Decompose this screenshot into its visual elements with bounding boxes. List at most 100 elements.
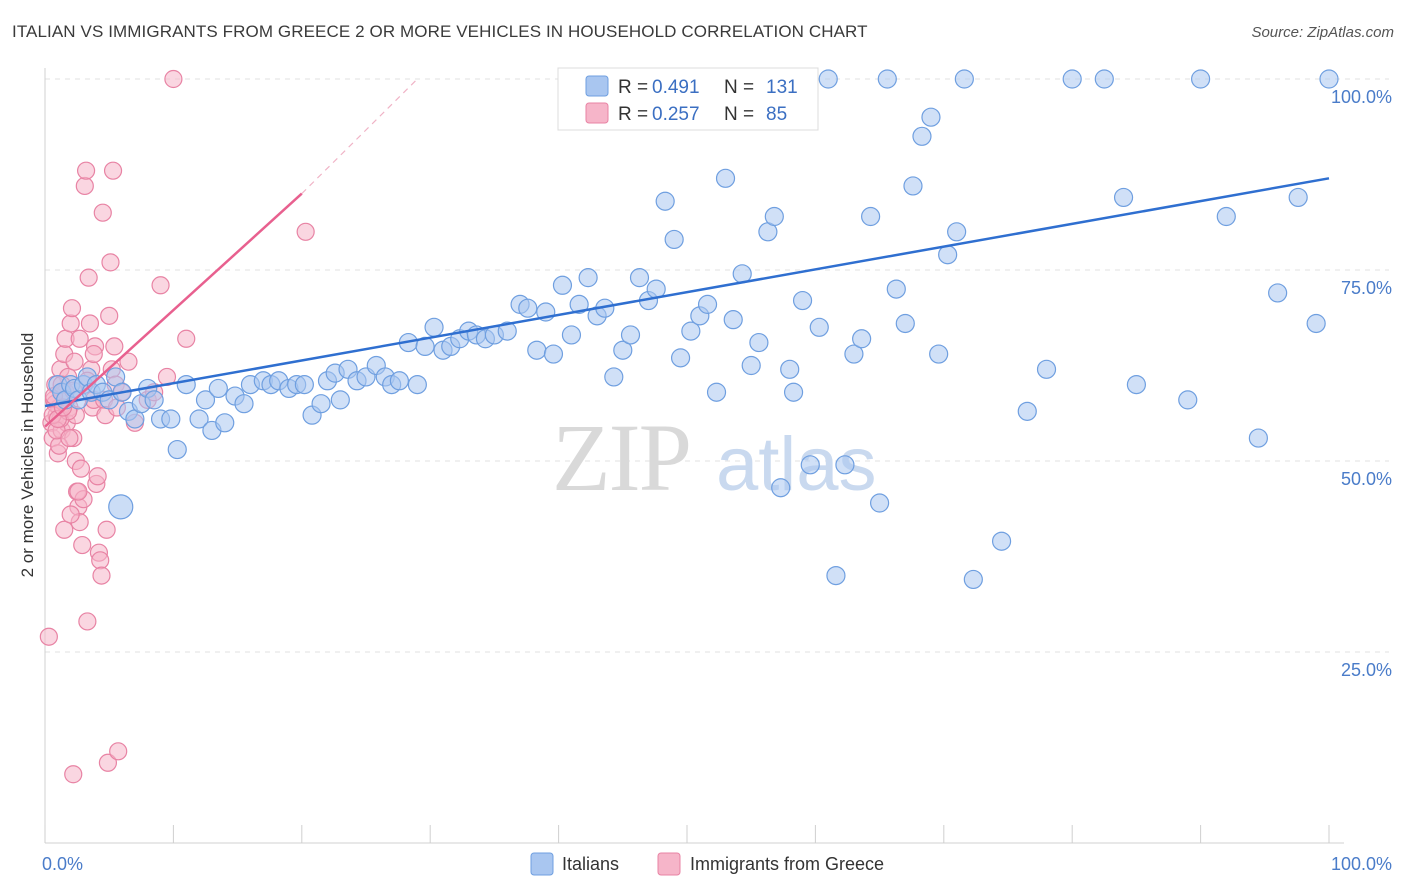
- tick-labels: 25.0% 50.0% 75.0% 100.0% 0.0% 100.0%: [42, 87, 1392, 874]
- italians-point-80: [670, 348, 691, 368]
- italians-point-78: [655, 191, 675, 211]
- italians-point-24: [195, 390, 216, 410]
- greece-point-49: [103, 161, 123, 180]
- italians-point-22: [176, 375, 196, 395]
- italians-point-67: [561, 325, 582, 345]
- y-tick-label-100: 100.0%: [1331, 87, 1392, 107]
- greece-point-27: [75, 176, 94, 196]
- greece-trend-extension: [301, 78, 418, 195]
- series-greece-points: [39, 69, 315, 784]
- italians-point-126: [1248, 428, 1268, 448]
- italians-point-68: [569, 294, 589, 314]
- italians-point-91: [764, 206, 784, 227]
- italians-point-127: [1268, 283, 1288, 303]
- italians-point-75: [629, 268, 650, 288]
- legend-label-italians: Italians: [562, 854, 619, 874]
- greece-point-62: [177, 329, 196, 348]
- y-tick-label-75: 75.0%: [1341, 278, 1392, 298]
- italians-point-94: [783, 382, 804, 402]
- italians-point-120: [1094, 69, 1114, 89]
- greece-point-59: [151, 276, 170, 295]
- greece-point-47: [101, 253, 120, 272]
- italians-point-112: [938, 245, 958, 265]
- italians-point-81: [681, 321, 701, 341]
- italians-point-27: [215, 413, 235, 433]
- greece-point-41: [93, 203, 112, 222]
- italians-point-29: [234, 394, 254, 414]
- greece-point-39: [91, 551, 110, 570]
- greece-point-74: [84, 344, 103, 364]
- italians-trend-line: [44, 177, 1330, 408]
- trend-lines: [44, 78, 1330, 428]
- greece-point-40: [92, 566, 111, 585]
- italians-point-89: [749, 332, 769, 353]
- italians-point-115: [963, 569, 983, 590]
- greece-point-46: [100, 306, 119, 325]
- italians-point-41: [330, 390, 350, 410]
- legend-label-greece: Immigrants from Greece: [690, 854, 884, 874]
- italians-point-66: [552, 275, 573, 295]
- italians-point-116: [991, 531, 1012, 551]
- greece-point-25: [73, 535, 92, 555]
- chart-title: ITALIAN VS IMMIGRANTS FROM GREECE 2 OR M…: [12, 22, 868, 41]
- italians-point-95: [792, 290, 813, 311]
- stats-r-label-greece: R =: [618, 104, 648, 125]
- stats-swatch-italians: [585, 75, 609, 97]
- greece-point-75: [55, 520, 74, 539]
- italians-point-102: [852, 329, 872, 349]
- greece-point-19: [65, 352, 84, 371]
- italians-point-125: [1216, 206, 1236, 227]
- source-credit: Source: ZipAtlas.com: [1251, 24, 1394, 41]
- italians-point-119: [1062, 69, 1082, 89]
- greece-point-31: [80, 314, 100, 333]
- greece-point-16: [61, 314, 80, 333]
- italians-point-122: [1126, 375, 1147, 395]
- greece-point-29: [78, 612, 97, 631]
- greece-point-44: [97, 520, 116, 539]
- greece-point-53: [109, 742, 128, 761]
- legend: Italians Immigrants from Greece: [530, 852, 884, 876]
- italians-point-110: [921, 107, 941, 127]
- italians-point-63: [527, 340, 547, 360]
- italians-point-113: [947, 222, 967, 242]
- italians-point-103: [861, 206, 881, 227]
- greece-point-30: [79, 268, 98, 287]
- y-tick-label-25: 25.0%: [1341, 660, 1392, 680]
- italians-point-130: [1288, 187, 1308, 208]
- greece-point-28: [76, 161, 96, 180]
- italians-point-86: [723, 310, 743, 330]
- italians-point-48: [389, 371, 409, 391]
- italians-point-74: [620, 325, 641, 345]
- greece-point-17: [62, 299, 82, 318]
- greece-point-0: [39, 627, 58, 646]
- italians-point-124: [1190, 69, 1211, 89]
- stats-n-value-greece: 85: [766, 104, 787, 125]
- stats-r-value-greece: 0.257: [652, 104, 700, 125]
- italians-point-114: [954, 69, 974, 89]
- italians-point-26: [208, 378, 228, 399]
- legend-swatch-italians: [530, 852, 554, 876]
- italians-point-121: [1113, 187, 1134, 208]
- stats-r-label-italians: R =: [618, 77, 648, 98]
- italians-point-large: [108, 494, 134, 520]
- italians-point-93: [780, 359, 800, 379]
- italians-point-36: [294, 375, 314, 395]
- italians-point-79: [664, 229, 684, 250]
- italians-point-104: [869, 493, 890, 513]
- italians-point-65: [543, 344, 564, 364]
- italians-point-72: [604, 367, 624, 387]
- greece-point-61: [164, 69, 183, 89]
- italians-point-83: [697, 294, 718, 314]
- italians-point-85: [715, 168, 736, 188]
- italians-point-98: [818, 69, 838, 89]
- italians-point-92: [771, 478, 791, 498]
- x-tick-label-end: 100.0%: [1331, 854, 1392, 874]
- italians-point-50: [407, 375, 427, 395]
- italians-point-129: [1306, 313, 1326, 334]
- greece-point-45: [98, 753, 118, 772]
- greece-point-24: [71, 459, 91, 478]
- stats-r-value-italians: 0.491: [652, 77, 700, 98]
- italians-point-107: [895, 313, 915, 334]
- greece-point-71: [60, 428, 79, 448]
